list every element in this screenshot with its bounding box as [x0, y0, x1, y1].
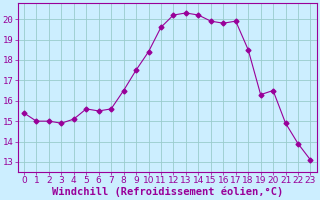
X-axis label: Windchill (Refroidissement éolien,°C): Windchill (Refroidissement éolien,°C): [52, 187, 283, 197]
